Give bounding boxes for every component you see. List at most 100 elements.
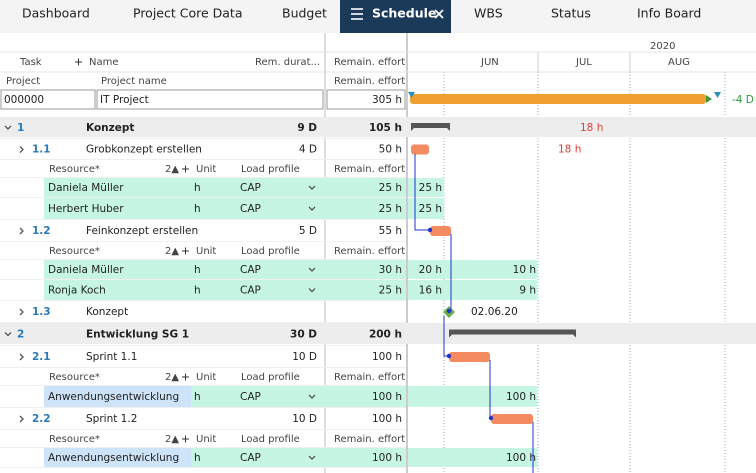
project-number: 000000 xyxy=(4,94,44,106)
resource-header: Load profile xyxy=(241,434,300,445)
resource-row-bg xyxy=(408,178,444,197)
gantt-label: 100 h xyxy=(506,391,536,403)
effort: 25 h xyxy=(379,285,402,297)
resource-header: Load profile xyxy=(241,372,300,383)
resource-name: Herbert Huber xyxy=(48,203,124,215)
tab[interactable]: Budget xyxy=(282,6,327,21)
dropdown-icon[interactable] xyxy=(308,185,316,190)
task-id: 1.1 xyxy=(32,144,51,156)
resource-name: Anwendungsentwicklung xyxy=(48,391,179,403)
column-header: Remain. effort xyxy=(334,57,405,68)
resource-row-bg xyxy=(44,260,406,279)
timeline-month: JUL xyxy=(575,57,592,68)
link-end xyxy=(446,353,452,359)
unit: h xyxy=(194,203,201,215)
sort-indicator: 2▲ xyxy=(165,246,179,257)
dropdown-icon[interactable] xyxy=(308,206,316,211)
expand-icon[interactable] xyxy=(19,308,24,316)
resource-header: Unit xyxy=(196,372,216,383)
task-name: Sprint 1.2 xyxy=(86,413,137,425)
effort: 25 h xyxy=(379,182,402,194)
resource-header: Resource* xyxy=(49,372,100,383)
resource-header: Remain. effort xyxy=(334,246,405,257)
dropdown-icon[interactable] xyxy=(308,288,316,293)
column-header: Project xyxy=(6,76,40,87)
sort-indicator: 2▲ xyxy=(165,434,179,445)
dropdown-icon[interactable] xyxy=(308,267,316,272)
resource-header: Remain. effort xyxy=(334,372,405,383)
resource-name: Ronja Koch xyxy=(48,285,106,297)
gantt-label: 10 h xyxy=(513,264,536,276)
add-icon[interactable] xyxy=(75,58,82,66)
gantt-label: 02.06.20 xyxy=(471,306,518,318)
marker xyxy=(408,92,415,98)
project-name: IT Project xyxy=(100,94,149,106)
add-icon[interactable] xyxy=(182,165,189,173)
expand-icon[interactable] xyxy=(19,227,24,235)
resource-row-bg xyxy=(44,198,406,219)
resource-row-bg xyxy=(408,198,444,219)
unit: h xyxy=(194,391,201,403)
column-header: Task xyxy=(19,57,42,68)
add-icon[interactable] xyxy=(182,373,189,381)
group-row-bg xyxy=(0,323,756,344)
dropdown-icon[interactable] xyxy=(308,394,316,399)
load-profile: CAP xyxy=(240,452,261,464)
unit: h xyxy=(194,452,201,464)
tab[interactable]: Schedule xyxy=(372,6,436,21)
link-end xyxy=(446,308,452,314)
task-name: Entwicklung SG 1 xyxy=(86,329,189,341)
tab[interactable]: Status xyxy=(551,6,591,21)
expand-icon[interactable] xyxy=(19,146,24,153)
input-box[interactable] xyxy=(96,89,324,110)
dependency-link xyxy=(414,154,430,231)
task-bar xyxy=(430,226,451,236)
expand-icon[interactable] xyxy=(19,353,24,361)
marker xyxy=(706,95,712,103)
gantt-label: 20 h xyxy=(419,264,442,276)
effort: 55 h xyxy=(379,225,402,237)
gantt-label: 25 h xyxy=(419,182,442,194)
column-header: Rem. durat... xyxy=(255,57,320,68)
task-id: 2.1 xyxy=(32,351,51,363)
resource-row-bg xyxy=(44,280,406,300)
tab[interactable]: Project Core Data xyxy=(133,6,243,21)
expand-icon[interactable] xyxy=(4,125,12,130)
column-splitter xyxy=(324,33,326,473)
column-header: Remain. effort xyxy=(334,76,405,87)
close-icon[interactable] xyxy=(434,9,444,19)
input-box[interactable] xyxy=(0,89,96,110)
resource-header: Unit xyxy=(196,434,216,445)
summary-bar xyxy=(449,329,576,338)
task-id: 2.2 xyxy=(32,413,51,425)
duration: 4 D xyxy=(299,144,317,156)
active-tab[interactable] xyxy=(340,0,451,33)
column-header: Project name xyxy=(101,76,167,87)
resource-header: Resource* xyxy=(49,434,100,445)
gantt-label: 18 h xyxy=(580,122,603,134)
resource-header: Load profile xyxy=(241,164,300,175)
deviation: -4 D xyxy=(732,94,754,106)
task-bar xyxy=(491,414,533,424)
duration: 9 D xyxy=(297,122,317,134)
resource-header: Unit xyxy=(196,164,216,175)
link-end xyxy=(488,415,494,421)
tab[interactable]: WBS xyxy=(474,6,503,21)
gantt-label: 16 h xyxy=(419,285,442,297)
resource-cell xyxy=(44,386,191,407)
task-name: Konzept xyxy=(86,306,128,318)
expand-icon[interactable] xyxy=(19,415,24,423)
expand-icon[interactable] xyxy=(4,332,12,337)
gantt-label: 9 h xyxy=(519,285,536,297)
timeline-year: 2020 xyxy=(650,41,675,52)
add-icon[interactable] xyxy=(182,435,189,443)
project-effort: 305 h xyxy=(372,94,402,106)
duration: 30 D xyxy=(290,329,317,341)
add-icon[interactable] xyxy=(182,247,189,255)
dropdown-icon[interactable] xyxy=(308,455,316,460)
resource-row-bg xyxy=(408,260,537,279)
load-profile: CAP xyxy=(240,391,261,403)
tab[interactable]: Info Board xyxy=(637,6,701,21)
tab[interactable]: Dashboard xyxy=(22,6,90,21)
input-box[interactable] xyxy=(326,89,406,110)
